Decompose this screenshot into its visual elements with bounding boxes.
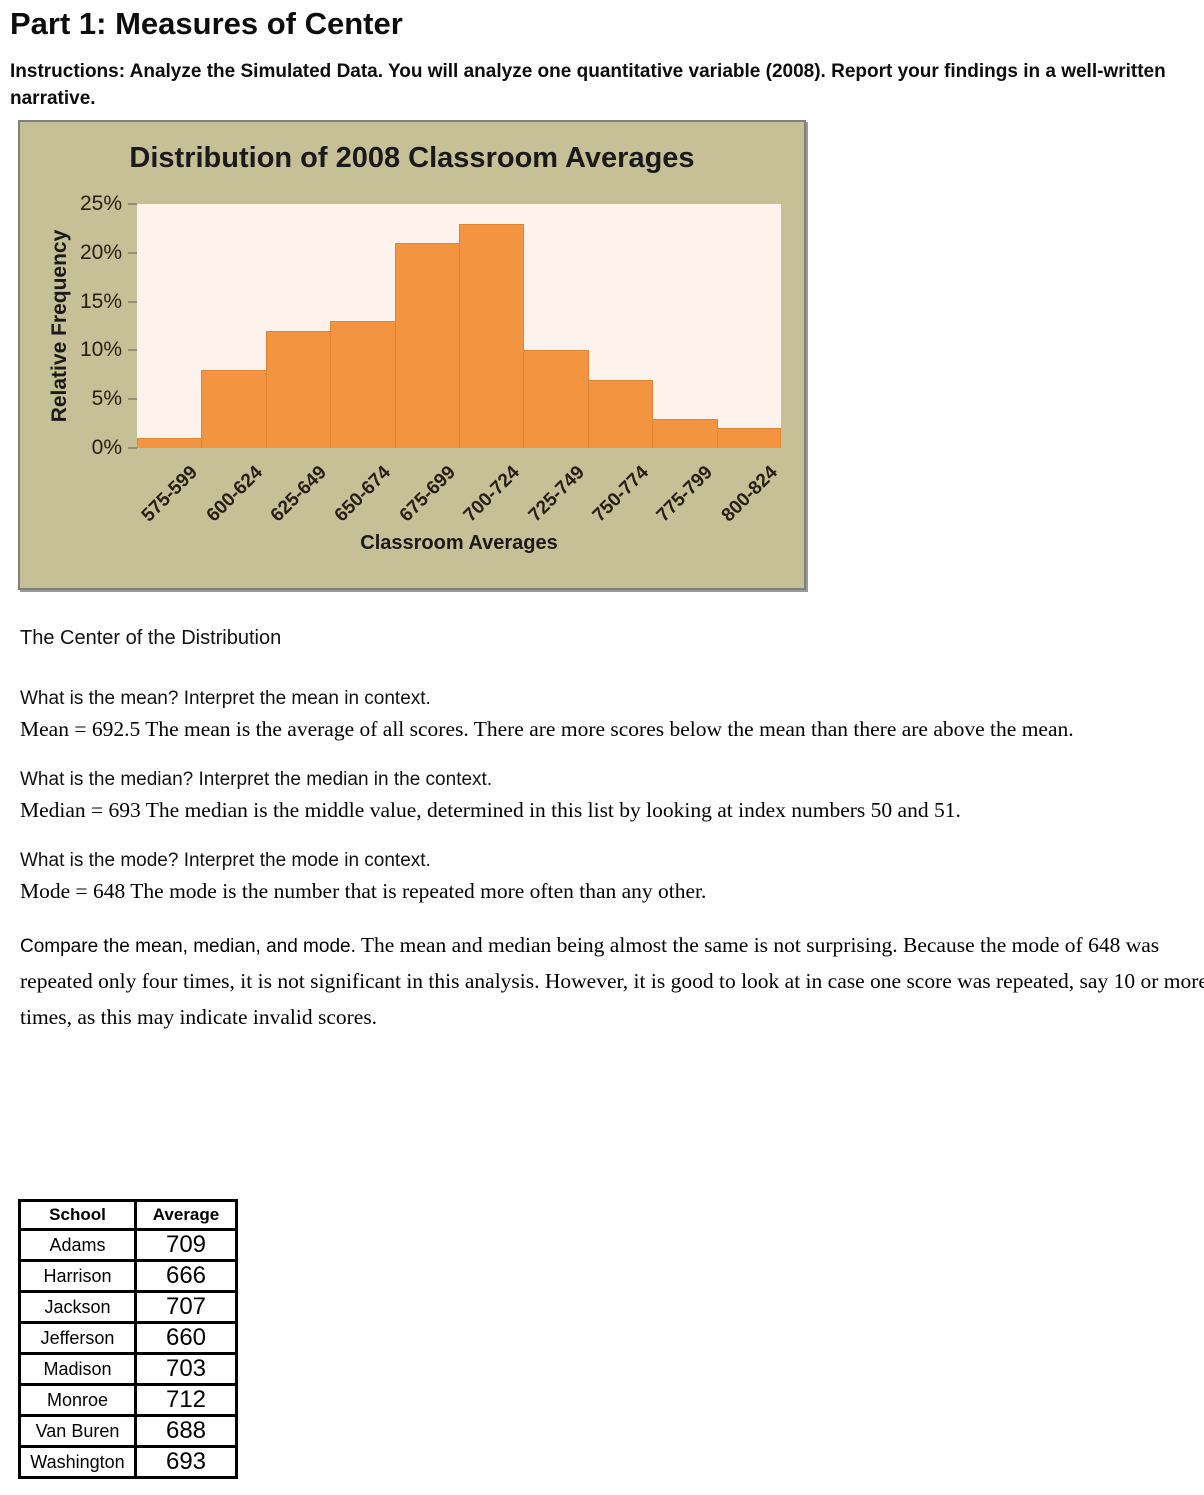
x-axis-title: Classroom Averages [360, 532, 558, 554]
y-tick-label-10%: 10% [79, 338, 122, 362]
school-name-cell: Jefferson [18, 1321, 137, 1355]
y-tick-label-25%: 25% [79, 192, 122, 215]
chart-title: Distribution of 2008 Classroom Averages [129, 142, 695, 174]
histogram-bar-800-824 [716, 428, 781, 448]
mean-answer: Mean = 692.5 The mean is the average of … [20, 717, 1074, 741]
histogram-bar-625-649 [265, 331, 332, 448]
histogram-chart: Distribution of 2008 Classroom Averages … [18, 120, 806, 590]
average-value-cell: 688 [134, 1414, 238, 1448]
average-value-cell: 707 [134, 1290, 238, 1324]
school-name-cell: Harrison [18, 1259, 137, 1293]
school-name-cell: Jackson [18, 1290, 137, 1324]
y-tick-label-15%: 15% [79, 289, 122, 313]
average-value-cell: 693 [134, 1445, 238, 1479]
table-row-jefferson: Jefferson 660 [18, 1321, 238, 1355]
mode-question: What is the mode? Interpret the mode in … [20, 850, 431, 871]
instructions-text: Instructions: Analyze the Simulated Data… [10, 61, 1166, 109]
average-value-cell: 666 [134, 1259, 238, 1293]
average-value-cell: 709 [134, 1228, 238, 1262]
histogram-bar-650-674 [330, 321, 396, 448]
histogram-bar-775-799 [652, 419, 718, 448]
histogram-bar-750-774 [587, 380, 654, 448]
school-name-cell: Madison [18, 1352, 137, 1386]
center-distribution-heading: The Center of the Distribution [20, 627, 282, 649]
x-tick-label-750-774: 750-774 [588, 462, 653, 527]
y-tick-label-5%: 5% [91, 387, 122, 411]
school-averages-table: School Average Adams 709 Harrison 666 Jackso… [18, 1199, 238, 1479]
table-row-monroe: Monroe 712 [18, 1383, 238, 1417]
column-header-school: School [18, 1199, 137, 1231]
x-tick-label-725-749: 725-749 [524, 462, 589, 527]
average-value-cell: 712 [134, 1383, 238, 1417]
school-name-cell: Monroe [18, 1383, 137, 1417]
x-tick-label-675-699: 675-699 [395, 462, 460, 527]
y-tick-label-20%: 20% [79, 240, 122, 264]
histogram-bar-575-599 [137, 438, 203, 448]
table-row-adams: Adams 709 [18, 1228, 238, 1262]
page-title: Part 1: Measures of Center [10, 6, 403, 41]
histogram-bar-725-749 [523, 350, 589, 448]
table-row-harrison: Harrison 666 [18, 1259, 238, 1293]
y-tick-label-0%: 0% [91, 436, 122, 459]
x-tick-label-600-624: 600-624 [202, 462, 267, 527]
compare-body-text: The mean and median being almost the sam… [20, 933, 1204, 1029]
histogram-bar-600-624 [201, 370, 267, 448]
school-name-cell: Adams [18, 1228, 137, 1262]
average-value-cell: 703 [134, 1352, 238, 1386]
average-value-cell: 660 [134, 1321, 238, 1355]
column-header-average: Average [134, 1199, 238, 1231]
mode-answer: Mode = 648 The mode is the number that i… [20, 879, 707, 903]
table-row-van-buren: Van Buren 688 [18, 1414, 238, 1448]
y-tick-mark [128, 251, 137, 254]
compare-paragraph: Compare the mean, median, and mode. The … [20, 928, 1204, 1036]
table-row-madison: Madison 703 [18, 1352, 238, 1386]
y-tick-mark [128, 447, 137, 449]
table-row-jackson: Jackson 707 [18, 1290, 238, 1324]
y-tick-mark [128, 300, 137, 303]
x-tick-label-650-674: 650-674 [331, 462, 396, 527]
table-row-washington: Washington 693 [18, 1445, 238, 1479]
school-name-cell: Van Buren [18, 1414, 137, 1448]
x-tick-label-800-824: 800-824 [717, 462, 782, 527]
plot-area [137, 204, 781, 448]
compare-lead-text: Compare the mean, median, and mode. [20, 936, 356, 957]
y-tick-mark [128, 398, 137, 401]
median-answer: Median = 693 The median is the middle va… [20, 798, 961, 822]
x-tick-label-775-799: 775-799 [653, 462, 718, 527]
mean-question: What is the mean? Interpret the mean in … [20, 688, 431, 709]
table-header-row: School Average [18, 1199, 238, 1231]
x-tick-label-575-599: 575-599 [137, 462, 203, 527]
x-tick-label-625-649: 625-649 [266, 462, 331, 527]
y-tick-mark [128, 349, 137, 352]
school-name-cell: Washington [18, 1445, 137, 1479]
median-question: What is the median? Interpret the median… [20, 769, 493, 790]
x-tick-label-700-724: 700-724 [459, 462, 525, 527]
y-tick-mark [128, 203, 137, 205]
histogram-bar-700-724 [459, 224, 525, 448]
histogram-bar-675-699 [394, 243, 460, 448]
